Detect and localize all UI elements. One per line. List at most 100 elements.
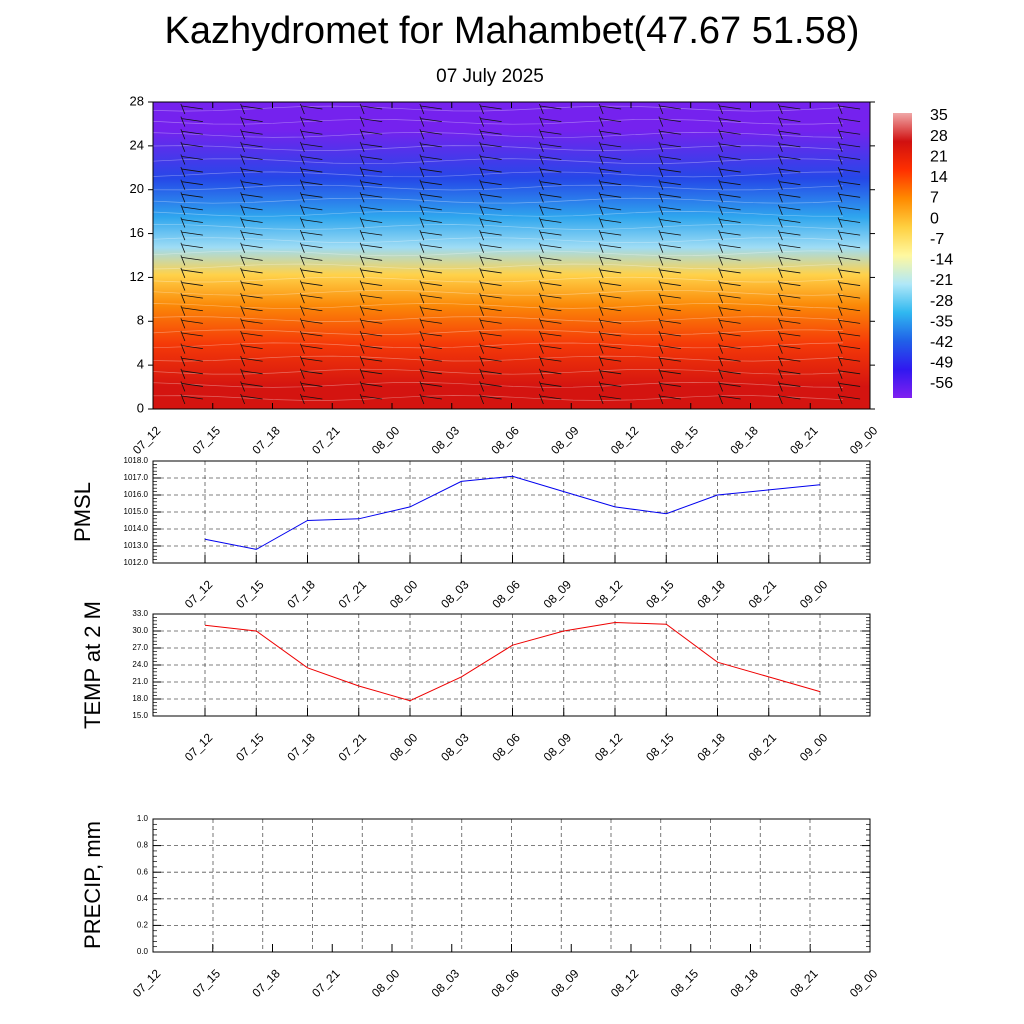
x-tick-label: 08_00 — [387, 577, 421, 611]
wind-barb — [539, 229, 562, 241]
wind-barb — [778, 204, 801, 216]
wind-barb — [778, 280, 801, 291]
wind-barb — [479, 154, 502, 165]
wind-barb — [778, 330, 801, 342]
wind-barb — [240, 293, 263, 304]
wind-barb — [419, 293, 442, 304]
y-tick-label: 21.0 — [132, 677, 148, 686]
wind-barb — [658, 305, 681, 316]
wind-barb — [359, 318, 383, 329]
wind-barb — [837, 368, 861, 379]
wind-barb — [359, 356, 383, 367]
wind-barb — [658, 318, 681, 329]
wind-barb — [240, 305, 263, 316]
x-tick-label: 08_03 — [429, 423, 463, 457]
x-tick-label: 08_00 — [369, 966, 403, 1000]
wind-barb — [837, 103, 861, 115]
wind-barb — [598, 154, 622, 165]
wind-barb — [598, 330, 622, 342]
x-tick-label: 08_21 — [746, 577, 780, 611]
wind-barb — [778, 267, 801, 279]
y-tick-label: 0.6 — [137, 867, 149, 876]
x-tick-label: 07_12 — [182, 730, 216, 764]
wind-barb — [180, 166, 203, 178]
x-tick-label: 08_09 — [541, 577, 575, 611]
wind-barb — [598, 343, 622, 354]
wind-barb — [419, 356, 442, 367]
wind-barb — [419, 267, 442, 279]
x-tick-label: 09_00 — [847, 966, 881, 1000]
wind-barb — [419, 242, 442, 253]
wind-barb — [479, 381, 502, 392]
x-tick-label: 08_06 — [489, 577, 523, 611]
x-tick-label: 07_21 — [336, 730, 370, 764]
y-tick-label: 12 — [130, 269, 144, 284]
wind-barb — [539, 217, 562, 228]
y-tick-label: 1018.0 — [124, 456, 149, 465]
wind-barb — [539, 318, 562, 329]
wind-barb — [180, 217, 203, 228]
y-tick-label: 33.0 — [132, 609, 148, 618]
wind-barb — [598, 103, 622, 115]
wind-barb — [359, 103, 383, 115]
x-tick-label: 07_12 — [130, 423, 164, 457]
wind-barb — [419, 381, 442, 392]
wind-barb — [300, 166, 323, 178]
wind-barb — [778, 305, 801, 316]
wind-barb — [359, 381, 383, 392]
wind-barb — [240, 179, 263, 190]
wind-barb — [598, 217, 622, 228]
contour-line — [152, 197, 844, 204]
wind-barb — [658, 154, 681, 165]
wind-barb — [778, 381, 801, 392]
wind-barb — [718, 103, 741, 115]
x-tick-label: 08_09 — [541, 730, 575, 764]
wind-barb — [837, 381, 861, 392]
x-tick-label: 08_00 — [369, 423, 403, 457]
y-tick-label: 20 — [130, 181, 144, 196]
x-tick-label: 08_18 — [694, 730, 728, 764]
y-tick-label: 27.0 — [132, 643, 148, 652]
wind-barb — [419, 318, 442, 329]
colorbar-label: 21 — [930, 148, 948, 165]
wind-barb — [479, 393, 502, 405]
contour-line — [152, 316, 844, 322]
wind-barb — [539, 204, 562, 216]
wind-barb — [419, 330, 442, 342]
wind-barb — [658, 204, 681, 216]
wind-barb — [300, 356, 323, 367]
wind-barb — [479, 255, 502, 266]
wind-barb — [359, 242, 383, 253]
wind-barb — [837, 293, 861, 304]
wind-barb — [598, 192, 622, 203]
colorbar-label: 7 — [930, 190, 939, 207]
colorbar-label: 14 — [930, 169, 948, 186]
wind-barb — [718, 255, 741, 266]
wind-barb — [837, 343, 861, 354]
wind-barb — [718, 229, 741, 241]
wind-barb — [778, 129, 801, 140]
wind-barb — [180, 179, 203, 190]
wind-barb — [658, 116, 681, 127]
wind-barb — [240, 154, 263, 165]
y-tick-label: 0.2 — [137, 921, 149, 930]
wind-barb — [240, 192, 263, 203]
wind-barb — [837, 116, 861, 127]
wind-barb — [419, 166, 442, 178]
contour-line — [152, 250, 844, 257]
wind-barb — [658, 129, 681, 140]
wind-barb — [180, 318, 203, 329]
x-tick-label: 08_12 — [592, 730, 626, 764]
wind-barb — [180, 154, 203, 165]
pmsl-ylabel: PMSL — [70, 482, 95, 542]
wind-barb — [359, 343, 383, 354]
wind-barb — [359, 280, 383, 291]
colorbar-label: -28 — [930, 293, 953, 310]
wind-barb — [837, 356, 861, 367]
contour-line — [152, 263, 844, 270]
wind-barb — [837, 204, 861, 216]
wind-barb — [240, 116, 263, 127]
x-tick-label: 09_00 — [847, 423, 881, 457]
wind-barb — [300, 179, 323, 190]
wind-barb — [240, 381, 263, 392]
